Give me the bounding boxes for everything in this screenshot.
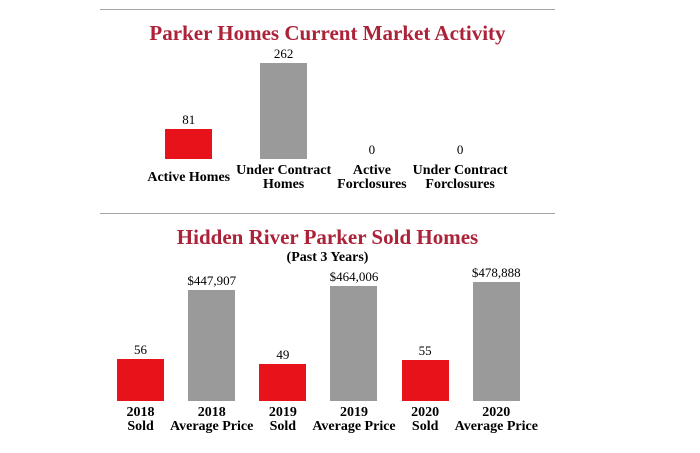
bar-column: 262 Under Contract Homes (233, 47, 334, 193)
bar-category-label: Under Contract Forclosures (412, 163, 508, 192)
divider-line-top (100, 9, 555, 10)
bar-value-label: 56 (134, 342, 148, 357)
bar-category-label: 2018 Average Price (170, 405, 254, 434)
bar-category-label: 2018 Sold (126, 405, 155, 434)
bar (401, 360, 449, 401)
bar (165, 129, 213, 159)
bar-category-label: 2020 Sold (411, 405, 440, 434)
bar-value-label: 81 (182, 112, 196, 127)
bar-row-market-activity: 81 Active Homes 262 Under Contract Homes 0 Ac… (100, 47, 555, 193)
chart-subtitle-past-3-years: (Past 3 Years) (286, 250, 369, 265)
bar-value-label: $464,006 (329, 269, 379, 284)
bar-value-label: $447,907 (187, 273, 237, 288)
bar-category-label: Active Forclosures (337, 163, 407, 192)
chart-title-sold-homes: Hidden River Parker Sold Homes (176, 225, 479, 249)
bar-column: 81 Active Homes (144, 113, 233, 193)
bar-category-label: 2019 Sold (268, 405, 297, 434)
bar-column: $464,006 2019 Average Price (309, 270, 398, 435)
bar-value-label: 262 (273, 46, 294, 61)
bar (472, 282, 520, 401)
bar-category-label: 2020 Average Price (454, 405, 538, 434)
divider-line-middle (100, 213, 555, 214)
chart-title-market-activity: Parker Homes Current Market Activity (149, 21, 506, 45)
bar-value-label: $478,888 (471, 265, 521, 280)
bar-column: $447,907 2018 Average Price (167, 274, 256, 435)
bar-column: 55 2020 Sold (399, 344, 452, 435)
chart-panel: Parker Homes Current Market Activity 81 A… (100, 0, 555, 435)
bar (330, 286, 378, 401)
bar-value-label: 55 (418, 343, 432, 358)
bar-column: 49 2019 Sold (256, 348, 309, 435)
bar (117, 359, 165, 401)
bar-value-label: 0 (368, 142, 376, 157)
bar-category-label: Under Contract Homes (236, 163, 332, 192)
bar (259, 364, 307, 401)
bar (188, 290, 236, 401)
bar (260, 63, 308, 159)
bar-row-sold-homes: 56 2018 Sold $447,907 2018 Average Price 49 2… (100, 266, 555, 435)
bar-category-label: Active Homes (147, 170, 231, 185)
bar-value-label: 49 (276, 347, 290, 362)
bar-column: 0 Active Forclosures (334, 143, 409, 193)
chart-market-activity: Parker Homes Current Market Activity 81 A… (100, 20, 555, 193)
bar-column: 56 2018 Sold (114, 343, 167, 435)
bar-column: 0 Under Contract Forclosures (410, 143, 511, 193)
bar-value-label: 0 (456, 142, 464, 157)
bar-column: $478,888 2020 Average Price (452, 266, 541, 435)
bar-category-label: 2019 Average Price (312, 405, 396, 434)
chart-sold-homes: Hidden River Parker Sold Homes (Past 3 Y… (100, 224, 555, 435)
